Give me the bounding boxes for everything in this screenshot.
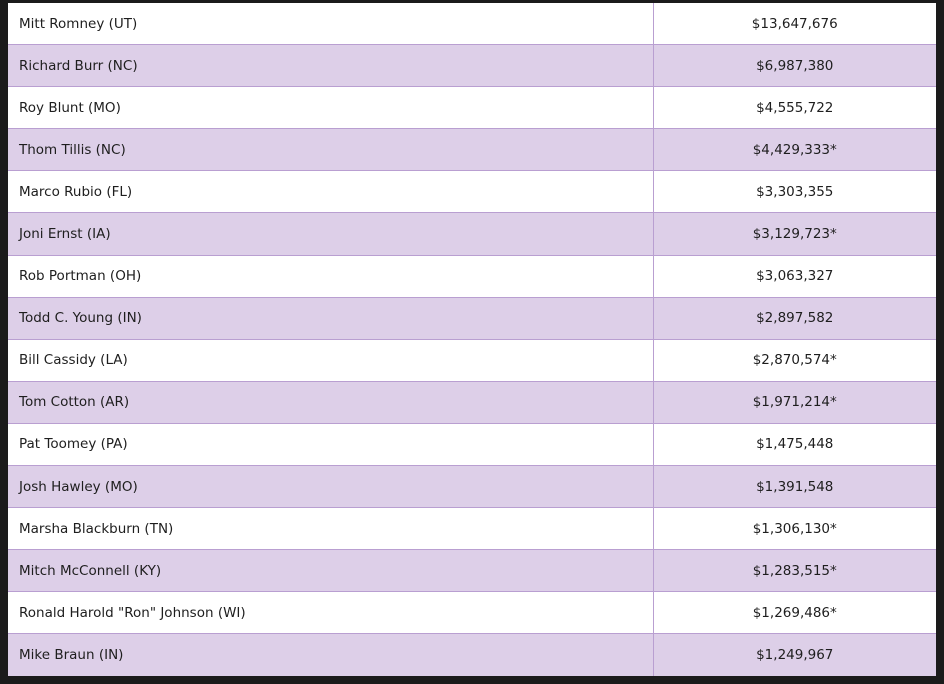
amount: $1,249,967 [653,633,936,676]
senator-name: Mike Braun (IN) [8,633,654,676]
senator-name: Ronald Harold "Ron" Johnson (WI) [8,591,654,635]
table-body: Mitt Romney (UT) $13,647,676 Richard Burr … [8,3,936,676]
amount: $13,647,676 [653,3,936,46]
table-row: Bill Cassidy (LA) $2,870,574* [8,339,936,382]
table-container: Mitt Romney (UT) $13,647,676 Richard Burr … [8,3,936,676]
senator-name: Joni Ernst (IA) [8,212,654,256]
table-row: Roy Blunt (MO) $4,555,722 [8,86,936,130]
amount: $4,429,333* [653,128,936,172]
table-row: Ronald Harold "Ron" Johnson (WI) $1,269,4… [8,591,936,635]
table-row: Rob Portman (OH) $3,063,327 [8,255,936,298]
amount: $1,283,515* [653,549,936,593]
table-row: Joni Ernst (IA) $3,129,723* [8,212,936,256]
amount: $2,870,574* [653,339,936,382]
table-row: Mitt Romney (UT) $13,647,676 [8,3,936,46]
amount: $3,129,723* [653,212,936,256]
senator-name: Marsha Blackburn (TN) [8,507,654,551]
amount: $1,475,448 [653,423,936,467]
table-row: Marsha Blackburn (TN) $1,306,130* [8,507,936,551]
table-row: Todd C. Young (IN) $2,897,582 [8,297,936,340]
table-row: Marco Rubio (FL) $3,303,355 [8,170,936,214]
senator-name: Marco Rubio (FL) [8,170,654,214]
table: Mitt Romney (UT) $13,647,676 Richard Burr … [8,3,936,676]
table-row: Richard Burr (NC) $6,987,380 [8,44,936,88]
senator-name: Mitt Romney (UT) [8,3,654,46]
amount: $1,971,214* [653,381,936,424]
senator-name: Mitch McConnell (KY) [8,549,654,593]
senator-name: Josh Hawley (MO) [8,465,654,509]
amount: $3,063,327 [653,255,936,298]
table-row: Pat Toomey (PA) $1,475,448 [8,423,936,467]
table-row: Josh Hawley (MO) $1,391,548 [8,465,936,509]
amount: $3,303,355 [653,170,936,214]
table-row: Mike Braun (IN) $1,249,967 [8,633,936,676]
senator-name: Todd C. Young (IN) [8,297,654,340]
amount: $6,987,380 [653,44,936,88]
table-row: Mitch McConnell (KY) $1,283,515* [8,549,936,593]
amount: $1,269,486* [653,591,936,635]
amount: $2,897,582 [653,297,936,340]
table-row: Tom Cotton (AR) $1,971,214* [8,381,936,424]
amount: $1,306,130* [653,507,936,551]
senator-name: Pat Toomey (PA) [8,423,654,467]
amount: $4,555,722 [653,86,936,130]
table-row: Thom Tillis (NC) $4,429,333* [8,128,936,172]
senator-name: Roy Blunt (MO) [8,86,654,130]
senator-name: Thom Tillis (NC) [8,128,654,172]
senator-name: Bill Cassidy (LA) [8,339,654,382]
senator-name: Rob Portman (OH) [8,255,654,298]
amount: $1,391,548 [653,465,936,509]
senator-name: Richard Burr (NC) [8,44,654,88]
senator-name: Tom Cotton (AR) [8,381,654,424]
